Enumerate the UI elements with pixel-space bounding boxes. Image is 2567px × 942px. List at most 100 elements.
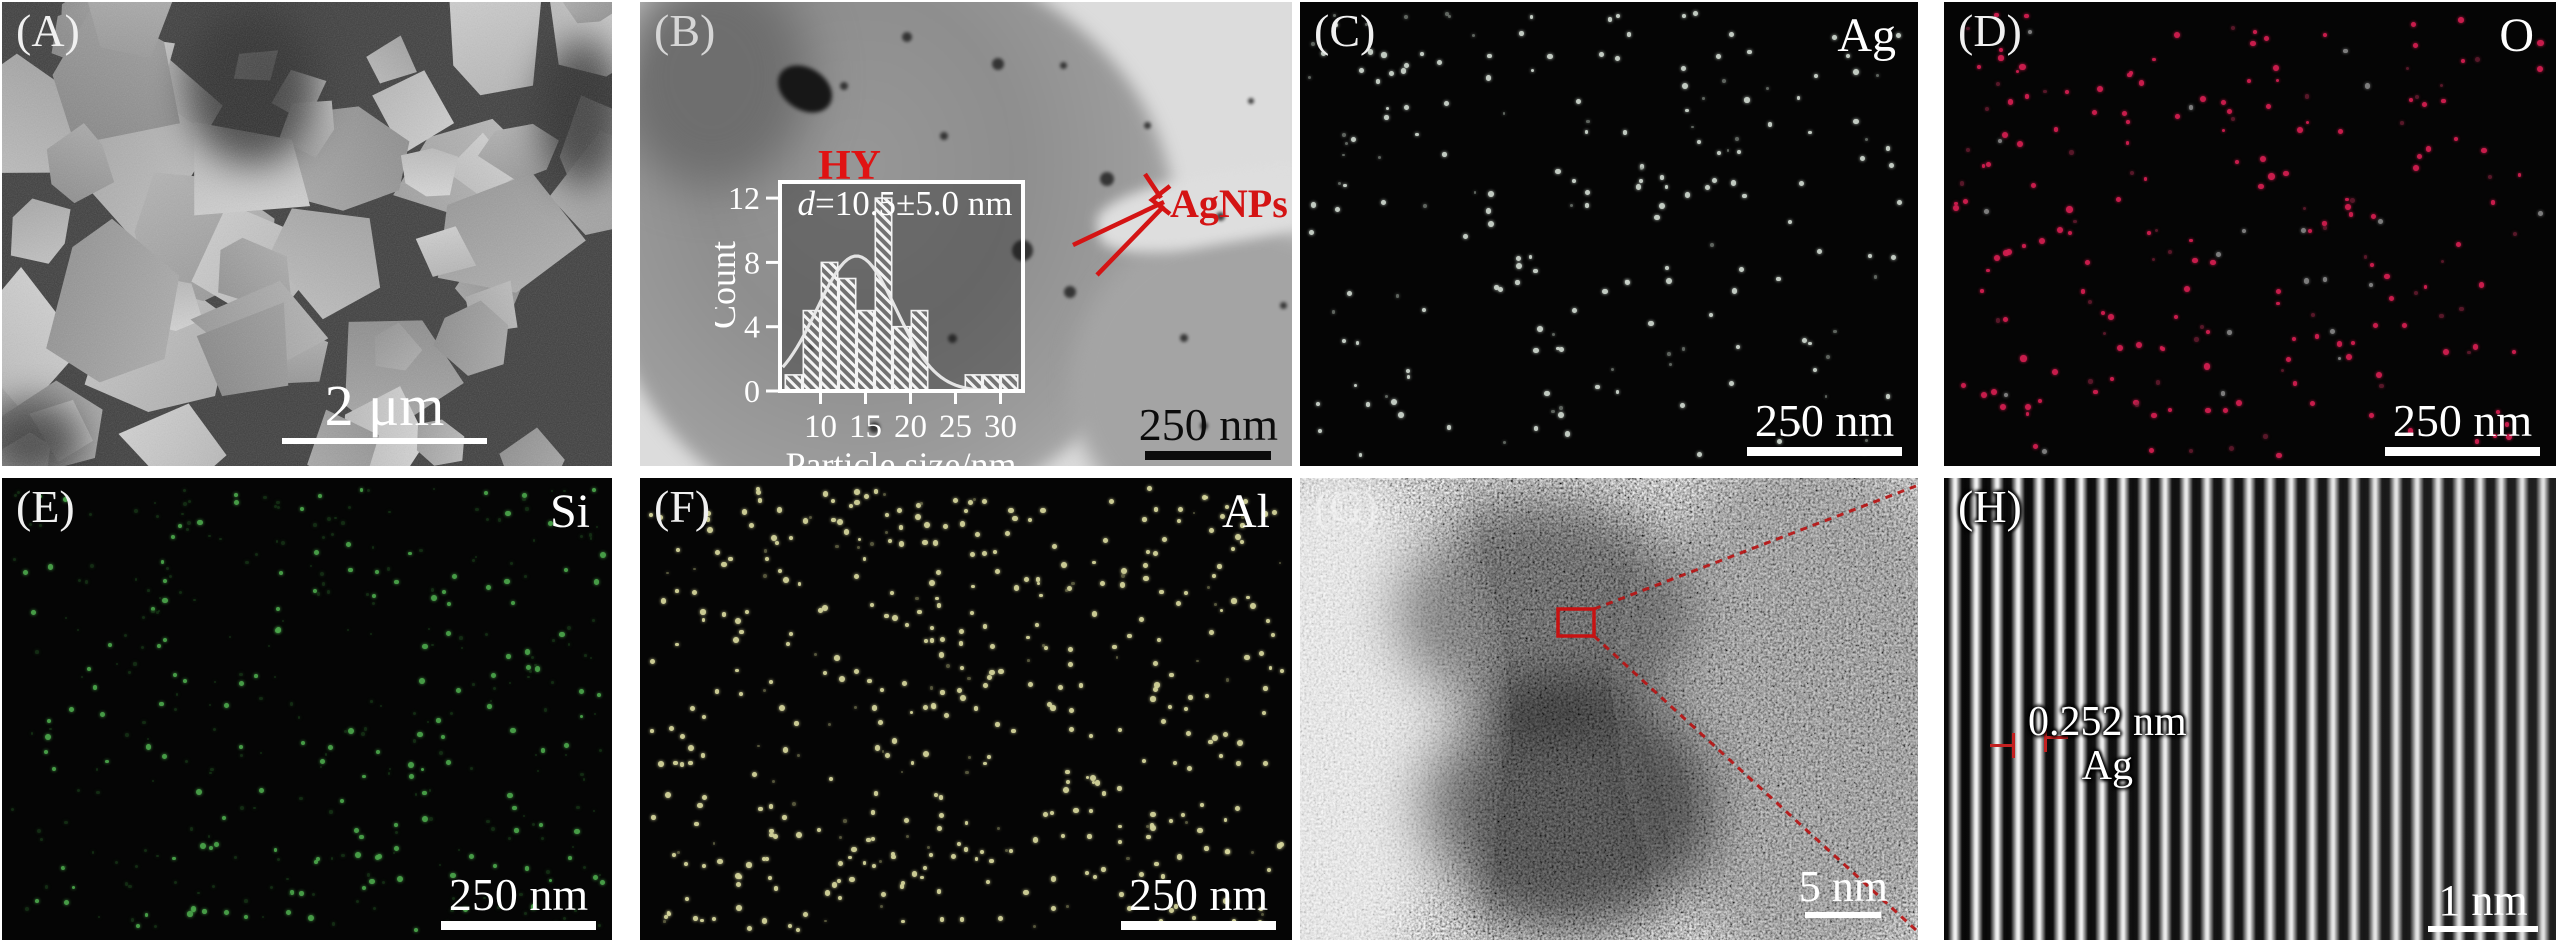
eds-dot xyxy=(891,738,898,744)
eds-dot xyxy=(276,500,280,505)
eds-dot xyxy=(2039,238,2046,245)
eds-dot xyxy=(1985,106,1990,111)
eds-dot xyxy=(870,836,875,841)
eds-dot xyxy=(689,705,696,711)
eds-dot xyxy=(735,668,740,673)
eds-dot xyxy=(2000,403,2007,410)
eds-dot xyxy=(1659,203,1665,209)
eds-dot xyxy=(144,913,149,917)
eds-dot xyxy=(1011,515,1018,522)
eds-dot xyxy=(924,639,928,643)
eds-dot xyxy=(1236,761,1241,766)
eds-dot xyxy=(2032,443,2039,450)
tem-dark-spot xyxy=(1180,334,1188,342)
eds-dot xyxy=(883,492,887,497)
eds-dot xyxy=(160,560,165,564)
eds-dot xyxy=(839,835,843,839)
eds-dot xyxy=(445,630,452,637)
eds-dot xyxy=(1262,710,1267,715)
eds-dot xyxy=(145,744,152,750)
eds-dot xyxy=(125,733,129,737)
eds-dot xyxy=(2329,329,2335,335)
eds-dot xyxy=(1585,189,1591,196)
eds-dot xyxy=(822,604,829,611)
eds-dot xyxy=(1381,52,1387,58)
eds-dot xyxy=(96,790,100,795)
eds-dot xyxy=(273,848,277,852)
eds-dot xyxy=(1447,15,1451,19)
eds-dot xyxy=(124,633,128,637)
eds-dot xyxy=(592,810,595,813)
eds-dot xyxy=(1153,687,1159,693)
histogram-bar xyxy=(784,374,803,392)
eds-dot xyxy=(156,515,159,519)
eds-dot xyxy=(684,896,689,901)
eds-dot xyxy=(663,920,666,923)
eds-dot xyxy=(1160,718,1166,724)
eds-dot xyxy=(1366,402,1371,407)
eds-dot xyxy=(959,666,964,671)
eds-dot xyxy=(1788,219,1793,224)
eds-dot xyxy=(1519,31,1524,37)
eds-dot xyxy=(2183,286,2190,293)
eds-dot xyxy=(490,827,495,831)
eds-dot xyxy=(460,647,463,650)
eds-dot xyxy=(412,739,417,744)
eds-dot xyxy=(1126,905,1133,911)
eds-dot xyxy=(523,815,526,818)
eds-dot xyxy=(1654,214,1660,221)
eds-dot xyxy=(2092,110,2098,116)
eds-dot xyxy=(2052,369,2059,375)
eds-dot xyxy=(35,650,39,654)
sem-dark-gap xyxy=(540,37,612,187)
scale-bar-line xyxy=(1145,451,1272,460)
eds-dot xyxy=(1038,593,1043,598)
eds-dot xyxy=(986,674,992,680)
eds-dot xyxy=(2263,434,2268,439)
eds-dot xyxy=(744,610,749,615)
eds-dot xyxy=(651,815,656,820)
eds-dot xyxy=(783,747,789,753)
eds-dot xyxy=(768,876,772,880)
eds-dot xyxy=(772,780,775,784)
eds-dot xyxy=(60,865,65,870)
eds-dot xyxy=(373,906,377,910)
eds-dot xyxy=(1552,332,1556,337)
eds-dot xyxy=(771,535,778,541)
eds-dot xyxy=(551,681,554,684)
eds-dot xyxy=(854,499,860,506)
eds-dot xyxy=(490,673,496,679)
eds-dot xyxy=(1192,511,1196,515)
eds-dot xyxy=(589,537,593,540)
eds-dot xyxy=(1119,891,1124,897)
panel-d-eds-map-o: (D) O 250 nm xyxy=(1944,2,2556,466)
eds-dot xyxy=(1960,382,1967,388)
eds-dot xyxy=(1168,908,1174,913)
eds-dot xyxy=(240,754,244,757)
eds-dot xyxy=(2038,399,2043,404)
eds-dot xyxy=(1169,672,1174,677)
eds-dot xyxy=(38,494,43,499)
eds-dot xyxy=(2292,381,2298,386)
eds-dot xyxy=(1150,824,1157,831)
eds-dot xyxy=(1728,31,1735,38)
eds-dot xyxy=(320,759,326,765)
eds-dot xyxy=(589,657,593,660)
eds-dot xyxy=(884,531,888,535)
eds-dot xyxy=(933,792,939,798)
eds-dot xyxy=(2407,428,2414,434)
eds-dot xyxy=(1231,918,1236,924)
eds-dot xyxy=(318,493,322,498)
eds-dot xyxy=(163,638,168,643)
eds-dot xyxy=(493,864,498,869)
eds-dot xyxy=(428,627,431,630)
eds-dot xyxy=(1099,581,1106,587)
eds-dot xyxy=(757,744,761,748)
eds-dot xyxy=(884,613,889,619)
eds-dot xyxy=(1998,55,2004,61)
eds-dot xyxy=(339,798,345,804)
eds-dot xyxy=(548,521,554,527)
eds-dot xyxy=(1396,294,1400,298)
eds-dot xyxy=(717,858,724,865)
eds-dot xyxy=(1068,662,1073,668)
